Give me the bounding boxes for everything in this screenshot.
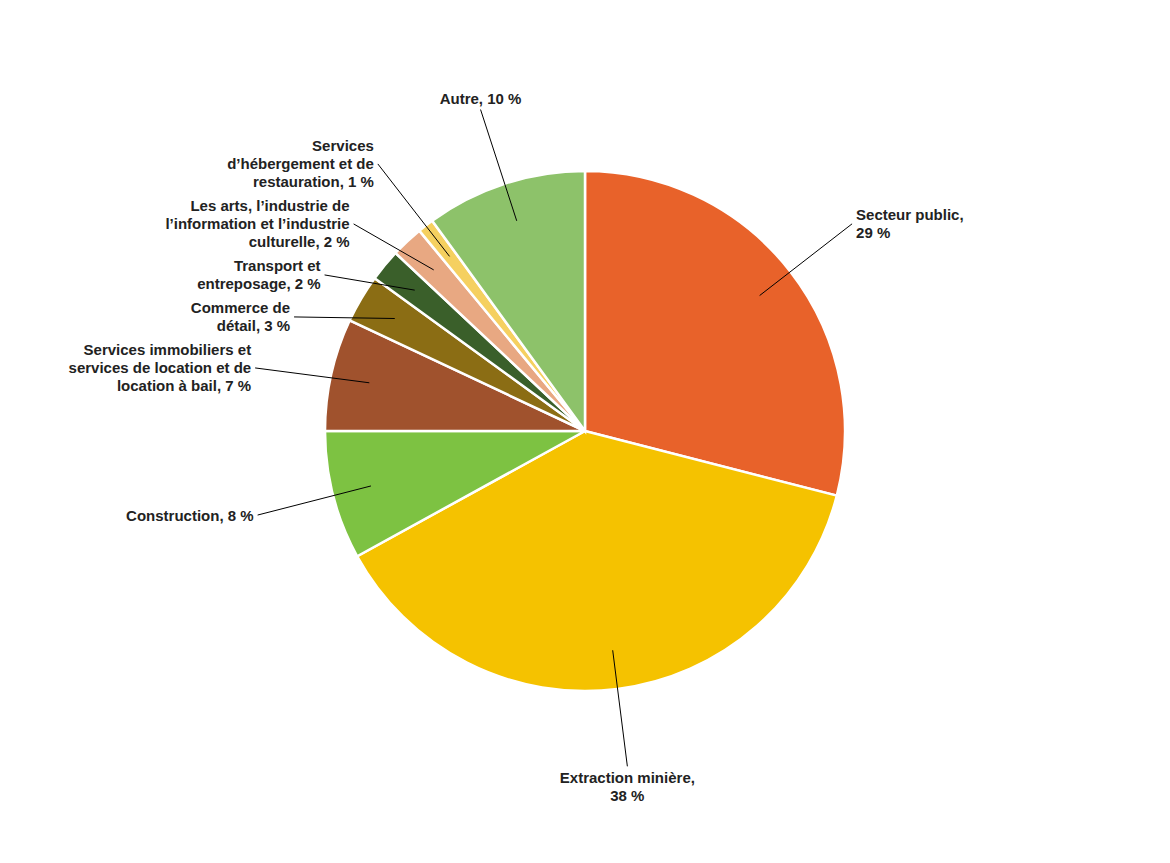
label-line: culturelle, 2 % (249, 233, 350, 250)
chart: Secteur public,29 % Extraction minière,38… (0, 0, 1170, 863)
leader-line (760, 224, 852, 296)
label-line: services de location et de (69, 359, 252, 376)
slice (432, 171, 585, 431)
slice-label: Services immobiliers etservices de locat… (69, 341, 252, 394)
label-line: d’hébergement et de (227, 155, 374, 172)
label-line: entreposage, 2 % (197, 275, 320, 292)
slice-label: Les arts, l’industrie del’information et… (165, 197, 349, 250)
slices (325, 171, 845, 691)
label-line: Services immobiliers et (84, 341, 252, 358)
leader-line (481, 110, 517, 221)
slice-label: Commerce dedétail, 3 % (191, 299, 290, 334)
leader-line (294, 317, 395, 319)
slice-label: Servicesd’hébergement et derestauration,… (227, 137, 374, 190)
label-line: Autre, 10 % (440, 90, 522, 107)
label-line: 29 % (856, 224, 890, 241)
label-line: Transport et (234, 257, 321, 274)
label-line: 38 % (610, 787, 644, 804)
leader-line (378, 164, 450, 256)
label-line: Services (312, 137, 374, 154)
slice (325, 431, 585, 556)
leader-line (613, 650, 628, 766)
label-line: Commerce de (191, 299, 290, 316)
leader-line (258, 486, 371, 515)
pie (325, 171, 845, 691)
label-line: location à bail, 7 % (117, 377, 251, 394)
label-line: Extraction minière, (560, 769, 695, 786)
leader-line (354, 224, 434, 270)
leader-line (325, 275, 415, 290)
label-line: Les arts, l’industrie de (190, 197, 349, 214)
label-line: l’information et l’industrie (165, 215, 349, 232)
slice-label: Transport etentreposage, 2 % (197, 257, 320, 292)
label-line: Construction, 8 % (126, 507, 254, 524)
label-line: Secteur public, (856, 206, 964, 223)
slice-label: Autre, 10 % (440, 90, 522, 107)
slice-label: Extraction minière,38 % (560, 769, 695, 804)
slice-label: Secteur public,29 % (856, 206, 964, 241)
labels: Secteur public,29 % Extraction minière,38… (69, 90, 964, 804)
leader-line (255, 368, 369, 383)
slice-label: Construction, 8 % (126, 507, 254, 524)
label-line: restauration, 1 % (253, 173, 374, 190)
label-line: détail, 3 % (217, 317, 290, 334)
chart-container: Secteur public,29 % Extraction minière,38… (0, 0, 1170, 863)
